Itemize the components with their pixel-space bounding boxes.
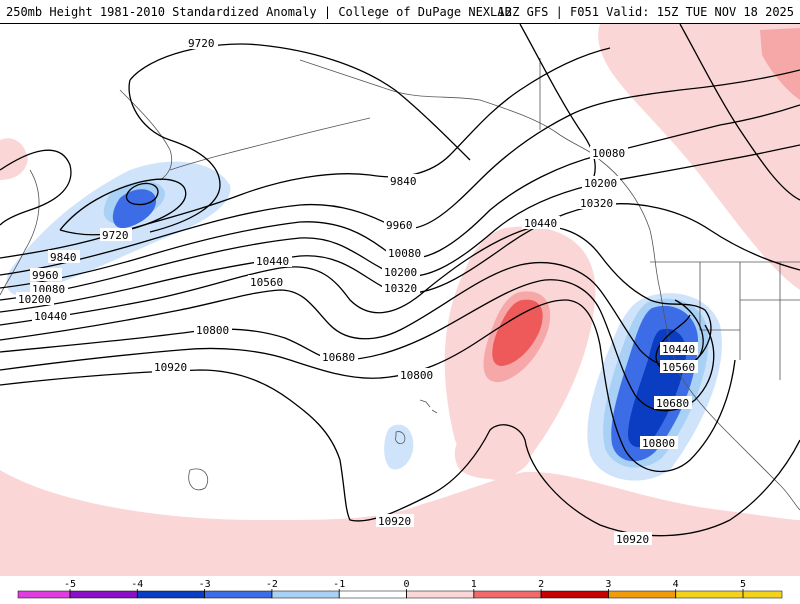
coast-kamchatka	[119, 89, 173, 181]
label-10440-ne: 10440	[524, 217, 557, 230]
label-10320-ne: 10320	[580, 197, 613, 210]
contour-10200	[0, 144, 800, 301]
label-10200-mid: 10200	[384, 266, 417, 279]
label-10080-ne: 10080	[592, 147, 625, 160]
contour-9720-north	[129, 43, 471, 161]
anomaly-central-positive-core	[492, 299, 543, 366]
colorbar-segment	[69, 590, 138, 599]
coast-alaska	[299, 59, 601, 161]
label-9960-mid: 9960	[386, 219, 413, 232]
contour-9720-ring	[125, 182, 159, 206]
label-10680-mid: 10680	[322, 351, 355, 364]
colorbar-tick-label: 3	[605, 579, 611, 590]
anomaly-westcoast-negative-core	[628, 328, 687, 448]
colorbar-segment	[137, 590, 205, 599]
contour-10080	[0, 104, 800, 289]
coast-aleutians	[169, 117, 371, 171]
label-10680-low: 10680	[656, 397, 689, 410]
colorbar-tick-label: -3	[199, 579, 211, 590]
contour-9960	[0, 69, 800, 276]
colorbar-tick-label: -2	[266, 579, 278, 590]
label-10800-mid: 10800	[400, 369, 433, 382]
anomaly-hawaii-positive	[454, 426, 530, 479]
label-10800-low: 10800	[642, 437, 675, 450]
colorbar-tick-label: -1	[333, 579, 345, 590]
island-south	[188, 468, 209, 491]
anomaly-small-negative	[384, 424, 414, 470]
contour-9840-west	[0, 149, 72, 226]
label-10080-mid: 10080	[388, 247, 421, 260]
label-10920-br: 10920	[616, 533, 649, 546]
contour-10920	[0, 369, 800, 537]
anomaly-map: 9720 9720 9840 9840 9960 9960 10080 1008…	[0, 24, 800, 576]
colorbar-segment	[406, 590, 475, 599]
label-10800-left: 10800	[196, 324, 229, 337]
island-small	[395, 431, 406, 444]
map-title: 250mb Height 1981-2010 Standardized Anom…	[6, 5, 512, 19]
label-10440-mid: 10440	[256, 255, 289, 268]
colorbar-segment	[271, 590, 340, 599]
colorbar-tick-label: 4	[673, 579, 679, 590]
colorbar-segment	[204, 590, 273, 599]
colorbar-segment	[608, 590, 676, 599]
label-9840-left: 9840	[50, 251, 77, 264]
map-header: 250mb Height 1981-2010 Standardized Anom…	[0, 0, 800, 24]
contour-10080-ne	[519, 24, 596, 186]
label-10200-left: 10200	[18, 293, 51, 306]
contour-10800	[0, 299, 736, 473]
label-9840-mid: 9840	[390, 175, 417, 188]
colorbar-tick-label: -4	[131, 579, 143, 590]
contour-labels: 9720 9720 9840 9840 9960 9960 10080 1008…	[16, 36, 698, 546]
anomaly-west-positive	[0, 138, 28, 180]
label-10440-low: 10440	[662, 343, 695, 356]
coast-mexico	[734, 439, 800, 511]
colorbar-segment	[17, 590, 71, 599]
state-borders	[699, 262, 800, 380]
label-10920-left: 10920	[154, 361, 187, 374]
model-run-info: 12Z GFS | F051 Valid: 15Z TUE NOV 18 202…	[497, 5, 794, 19]
colorbar-tick-label: 0	[403, 579, 409, 590]
colorbar-tick-label: 5	[740, 579, 746, 590]
label-10200-ne: 10200	[584, 177, 617, 190]
coast-japan	[0, 169, 40, 296]
label-9960-left: 9960	[32, 269, 59, 282]
contour-10920-north	[679, 24, 800, 201]
negative-anomaly-shading	[6, 161, 722, 481]
anomaly-asia-negative-core	[112, 189, 157, 229]
label-10560-low: 10560	[662, 361, 695, 374]
colorbar-tick-label: 1	[471, 579, 477, 590]
colorbar-tick-label: 2	[538, 579, 544, 590]
colorbar-tick-label: -5	[64, 579, 76, 590]
label-10320-mid: 10320	[384, 282, 417, 295]
label-10440-left: 10440	[34, 310, 67, 323]
colorbar-segment	[675, 590, 783, 599]
island-hawaii	[419, 399, 438, 414]
colorbar-segment	[473, 590, 542, 599]
anomaly-ne-positive-core	[760, 28, 800, 100]
colorbar-segment	[540, 590, 609, 599]
label-9720-top: 9720	[188, 37, 215, 50]
contour-9720-loop	[128, 79, 221, 233]
coast-bc	[599, 159, 661, 291]
colorbar-segment	[338, 590, 407, 599]
contour-10560	[0, 261, 704, 368]
label-10920-bottom: 10920	[378, 515, 411, 528]
colorbar-svg: -5 -4 -3 -2 -1 0 1 2 3 4 5	[17, 579, 783, 599]
contour-10320	[0, 203, 800, 313]
label-9720-left: 9720	[102, 229, 129, 242]
anomaly-colorbar: -5 -4 -3 -2 -1 0 1 2 3 4 5	[0, 576, 800, 600]
anomaly-ne-positive	[598, 24, 800, 290]
label-10560-mid: 10560	[250, 276, 283, 289]
